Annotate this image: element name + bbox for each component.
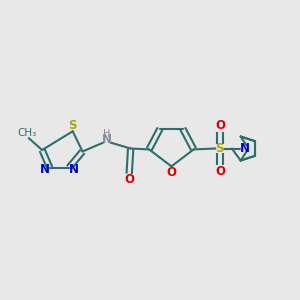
Text: N: N [69,163,79,176]
Text: N: N [102,133,112,146]
Text: S: S [216,142,224,155]
Text: O: O [124,173,134,186]
Text: O: O [215,165,225,178]
Text: S: S [68,119,77,132]
Text: O: O [215,119,225,132]
Text: H: H [103,129,111,139]
Text: O: O [167,166,176,179]
Text: CH₃: CH₃ [18,128,37,138]
Text: N: N [40,163,50,176]
Text: N: N [239,142,250,155]
